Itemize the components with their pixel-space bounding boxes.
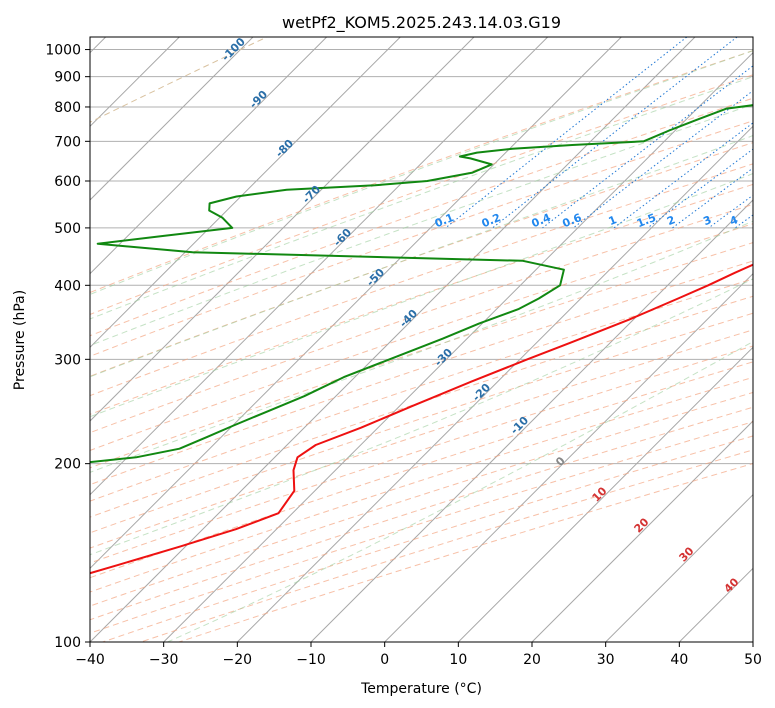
- dry-adiabat-line: [90, 295, 753, 518]
- isotherm-line: [384, 272, 753, 642]
- plot-frame: [89, 36, 754, 643]
- y-tick-label: 200: [54, 457, 81, 473]
- dry-adiabat-line: [90, 142, 753, 377]
- isotherm-line: [90, 37, 622, 570]
- chart-title: wetPf2_KOM5.2025.243.14.03.G19: [282, 13, 561, 33]
- isotherm-line: [90, 37, 328, 275]
- x-tick-label: −40: [75, 652, 105, 668]
- y-tick-label: 700: [54, 134, 81, 150]
- x-tick-label: −10: [296, 652, 326, 668]
- x-tick-label: −20: [223, 652, 253, 668]
- x-tick-label: 10: [449, 652, 467, 668]
- dry-adiabat-line: [90, 391, 753, 607]
- isotherm-line: [457, 346, 753, 642]
- mixing-ratio-line: [445, 37, 688, 229]
- isotherm-line: [90, 37, 549, 496]
- y-tick-label: 1000: [45, 43, 81, 59]
- dry-adiabat-line: [90, 50, 753, 294]
- axes: −40 −30 −20 −10 0 10 20 30 40 50 100 200 300 400 500 60…: [45, 43, 762, 668]
- reference-grid: [90, 37, 753, 642]
- mixing-ratio-label: 2: [665, 213, 677, 228]
- dry-adiabat-line: [90, 312, 753, 534]
- isotherm-line: [90, 37, 475, 422]
- x-tick-label: 20: [523, 652, 541, 668]
- y-tick-label: 500: [54, 221, 81, 237]
- x-axis-title: Temperature (°C): [360, 681, 482, 697]
- moist-adiabat-line: [90, 76, 753, 320]
- isotherm-line: [90, 37, 696, 642]
- y-axis-title: Pressure (hPa): [12, 290, 28, 390]
- moist-adiabat-line: [90, 50, 753, 295]
- y-tick-label: 100: [54, 635, 81, 651]
- y-tick-label: 400: [54, 278, 81, 294]
- isotherm-line: [236, 125, 753, 642]
- isotherm-line: [90, 37, 254, 201]
- y-tick-label: 600: [54, 174, 81, 190]
- dry-adiabat-line: [90, 376, 753, 593]
- mixing-ratio-label: 1: [607, 213, 619, 228]
- moist-adiabat-line: [90, 220, 753, 473]
- x-tick-label: 0: [380, 652, 389, 668]
- x-tick-label: 40: [670, 652, 688, 668]
- dry-adiabat-line: [90, 74, 753, 316]
- isotherm-line: [310, 199, 753, 642]
- moist-adiabat-line: [90, 278, 753, 556]
- dewpoint-line: [90, 104, 753, 464]
- dry-adiabat-line: [90, 97, 753, 337]
- dry-adiabat-line: [90, 120, 753, 357]
- isotherm-line: [531, 420, 753, 642]
- y-tick-label: 300: [54, 352, 81, 368]
- x-tick-label: 50: [744, 652, 762, 668]
- x-tick-label: −30: [149, 652, 179, 668]
- x-tick-label: 30: [597, 652, 615, 668]
- mixing-ratio-line: [613, 122, 753, 229]
- moist-adiabat-line: [90, 173, 753, 418]
- sounding-series: [90, 104, 753, 575]
- dry-adiabat-line: [90, 242, 753, 469]
- dry-adiabat-line: [90, 345, 753, 564]
- temperature-line: [90, 263, 753, 575]
- isotherm-line: [605, 493, 753, 642]
- dry-adiabat-line: [90, 203, 753, 434]
- mixing-ratio-line: [542, 65, 753, 229]
- y-tick-label: 800: [54, 100, 81, 116]
- mixing-ratio-line: [492, 37, 738, 229]
- dry-adiabat-line: [90, 260, 753, 486]
- y-tick-label: 900: [54, 70, 81, 86]
- dry-adiabat-line: [90, 163, 753, 397]
- mixing-ratio-label: 3: [701, 213, 713, 228]
- isotherm-line: [90, 37, 401, 349]
- isotherm-line: [163, 51, 753, 642]
